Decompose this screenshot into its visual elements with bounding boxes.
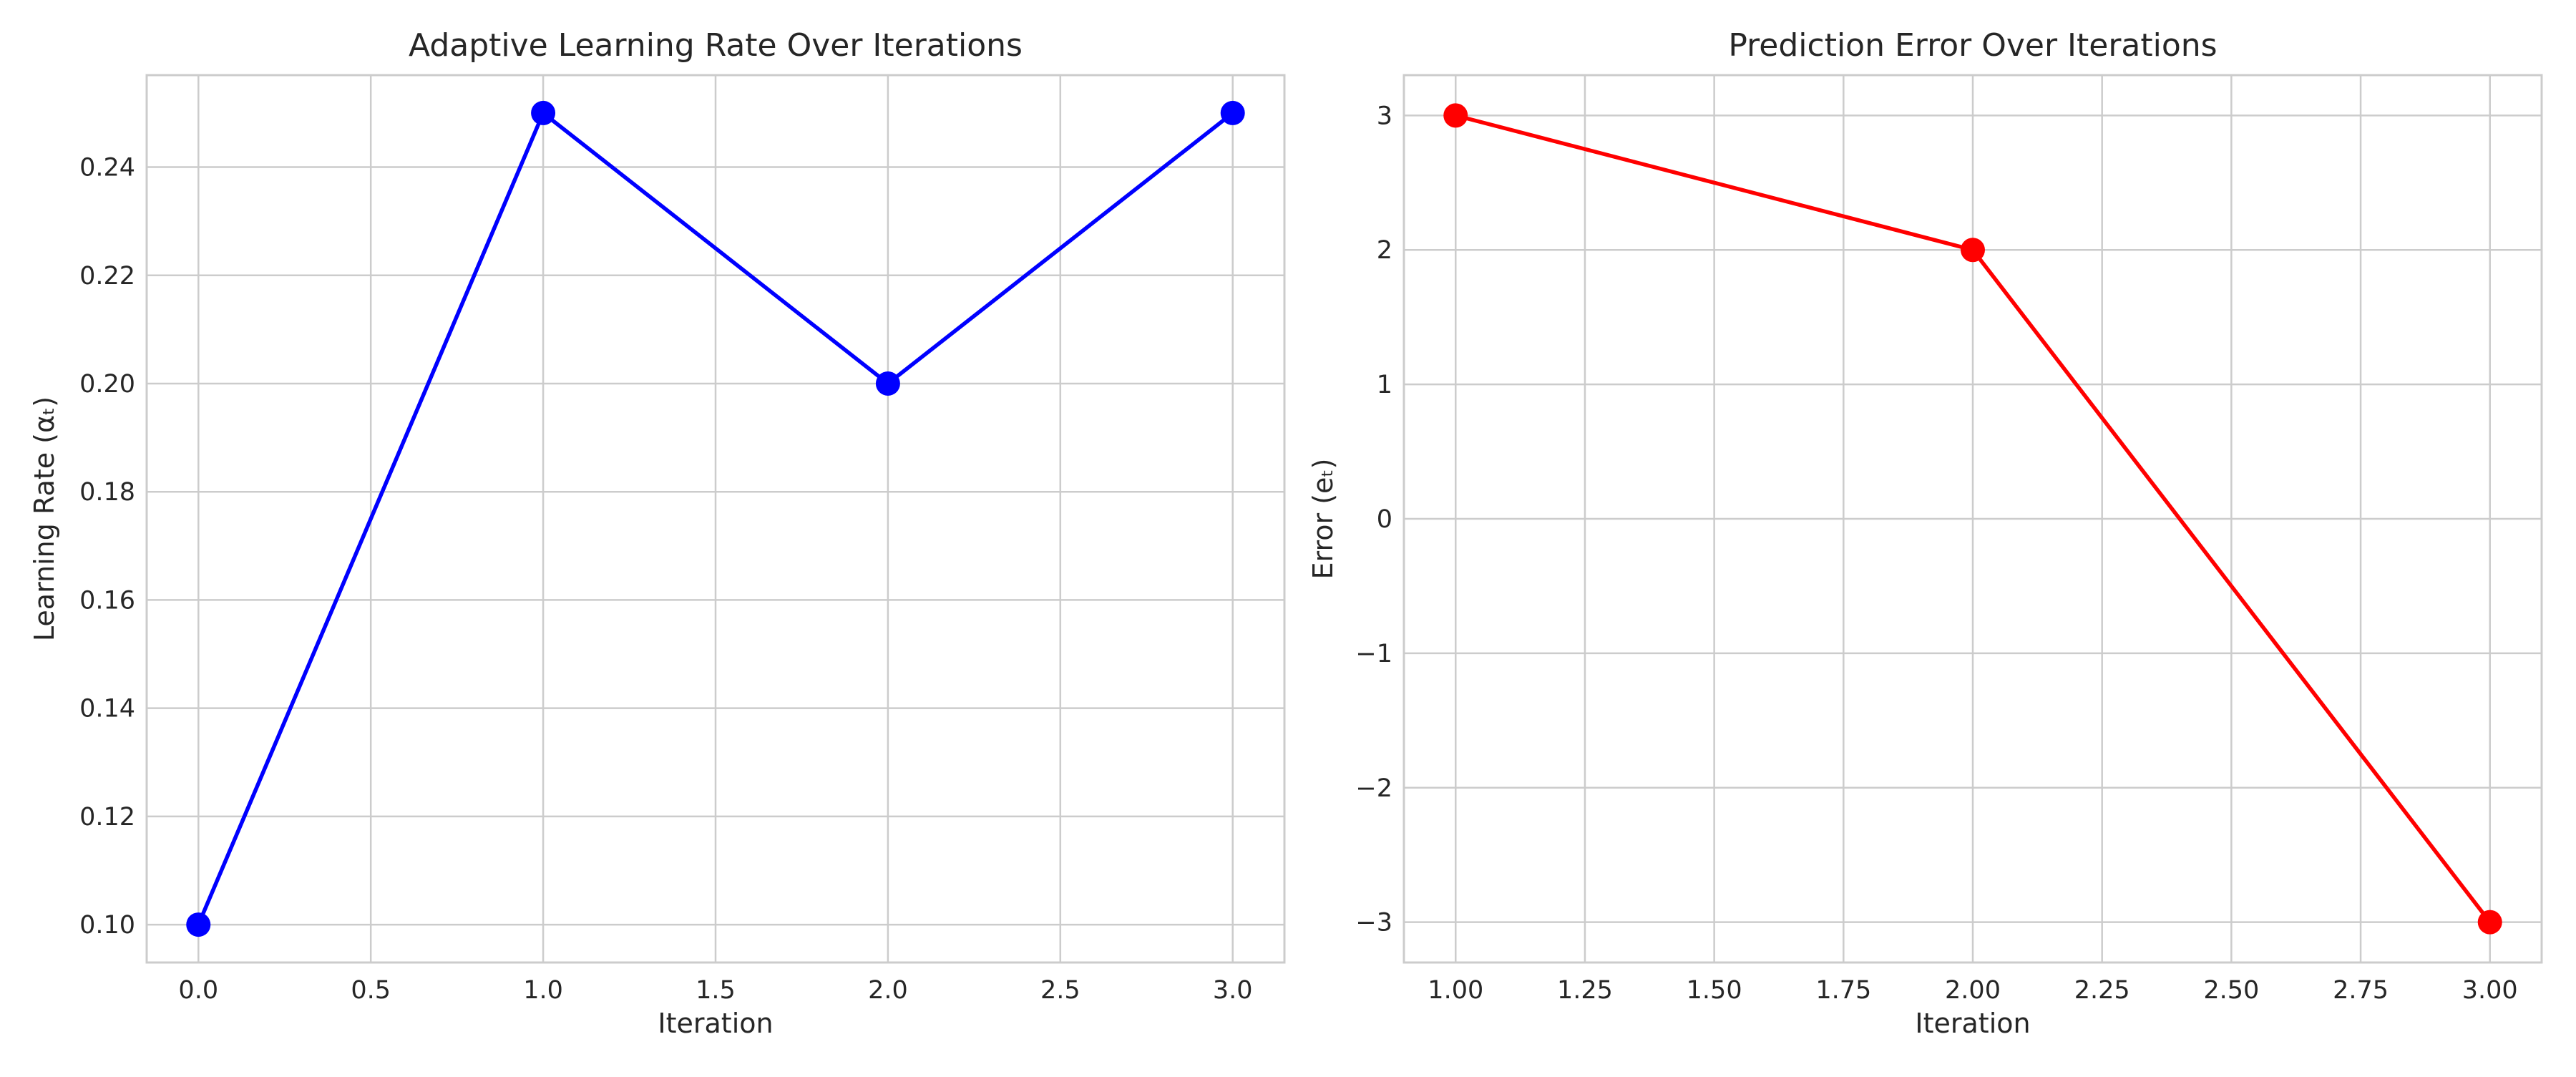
y-tick-label: 0.18 — [79, 478, 135, 507]
x-tick-label: 2.5 — [1040, 976, 1080, 1005]
x-tick-label: 1.5 — [696, 976, 736, 1005]
data-point — [1961, 238, 1985, 263]
x-tick-label: 1.0 — [523, 976, 563, 1005]
chart-title: Adaptive Learning Rate Over Iterations — [409, 27, 1023, 64]
chart-panel-1: 0.0 0.5 1.0 1.5 2.0 2.5 3.0 0.10 0.12 0.14 0.16 0.1… — [29, 27, 1286, 1039]
x-tick-label: 2.00 — [1945, 976, 2001, 1005]
y-tick-label: 2 — [1377, 236, 1392, 265]
data-point — [2477, 910, 2502, 935]
x-tick-label: 2.25 — [2074, 976, 2130, 1005]
y-axis-label: Error (eₜ) — [1307, 459, 1339, 580]
x-tick-label: 1.25 — [1557, 976, 1613, 1005]
y-tick-label: 0.10 — [79, 911, 135, 940]
y-tick-label: 0.14 — [79, 695, 135, 723]
data-point — [875, 371, 900, 396]
x-tick-label: 1.00 — [1428, 976, 1483, 1005]
y-tick-label: 1 — [1377, 371, 1392, 399]
x-tick-label: 2.0 — [868, 976, 908, 1005]
x-tick-label: 2.50 — [2203, 976, 2259, 1005]
x-tick-label: 1.50 — [1687, 976, 1742, 1005]
x-axis-label: Iteration — [1915, 1008, 2030, 1039]
x-tick-label: 3.0 — [1213, 976, 1253, 1005]
y-tick-label: 3 — [1377, 102, 1392, 130]
y-tick-label: −3 — [1355, 909, 1392, 937]
y-tick-label: 0.22 — [79, 262, 135, 291]
data-point — [1220, 100, 1245, 125]
y-tick-label: 0.12 — [79, 803, 135, 832]
y-tick-label: 0 — [1377, 505, 1392, 534]
y-tick-label: 0.24 — [79, 154, 135, 182]
chart-title: Prediction Error Over Iterations — [1728, 27, 2217, 64]
plot-frame — [1402, 74, 2543, 964]
x-axis-label: Iteration — [658, 1008, 773, 1039]
plot-frame — [145, 74, 1286, 964]
x-tick-label: 0.0 — [178, 976, 218, 1005]
y-tick-label: 0.16 — [79, 586, 135, 615]
data-point — [1443, 103, 1468, 128]
x-tick-label: 3.00 — [2462, 976, 2518, 1005]
y-tick-label: 0.20 — [79, 370, 135, 399]
x-tick-label: 0.5 — [351, 976, 391, 1005]
y-tick-label: −1 — [1355, 640, 1392, 668]
y-axis-label: Learning Rate (αₜ) — [29, 396, 60, 641]
chart-panel-2: 1.00 1.25 1.50 1.75 2.00 2.25 2.50 2.75 3.00 −3 −2… — [1307, 27, 2543, 1039]
y-tick-label: −2 — [1355, 774, 1392, 803]
series-line — [196, 111, 1234, 926]
data-point — [186, 912, 211, 937]
data-point — [531, 100, 556, 125]
x-tick-label: 1.75 — [1815, 976, 1871, 1005]
x-tick-label: 2.75 — [2333, 976, 2389, 1005]
